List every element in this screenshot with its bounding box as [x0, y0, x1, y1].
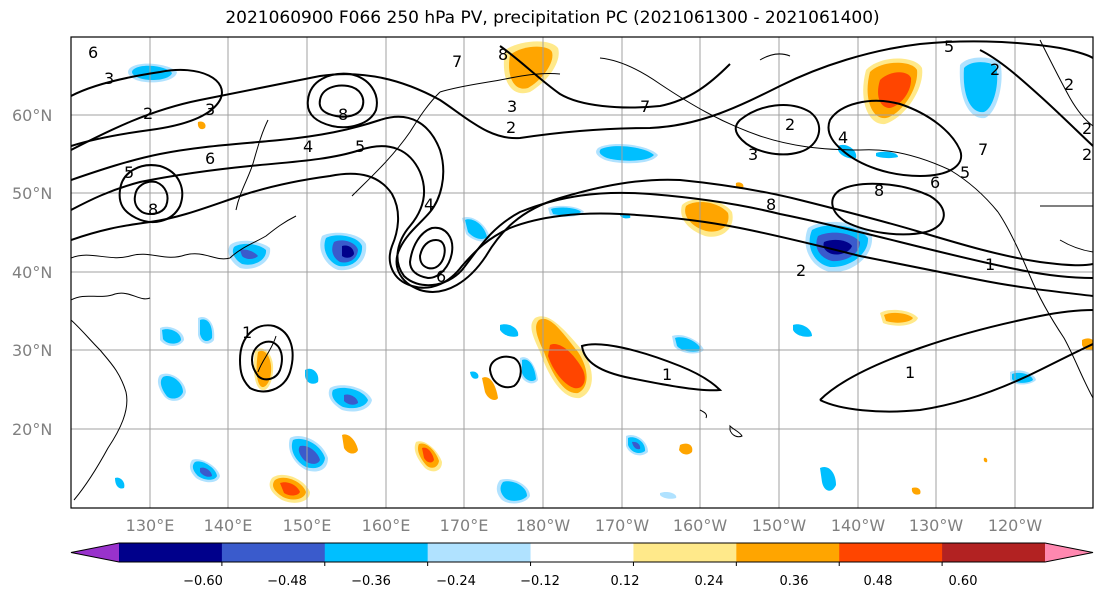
colorbar-segment: [119, 543, 223, 562]
colorbar-segment: [221, 543, 326, 562]
svg-text:4: 4: [838, 128, 848, 147]
svg-text:30°N: 30°N: [12, 341, 52, 360]
svg-text:7: 7: [640, 97, 650, 116]
svg-text:50°N: 50°N: [12, 184, 52, 203]
svg-text:0.24: 0.24: [695, 574, 724, 589]
svg-text:1: 1: [985, 255, 995, 274]
svg-text:3: 3: [748, 145, 758, 164]
svg-text:2: 2: [1064, 75, 1074, 94]
svg-text:8: 8: [874, 181, 884, 200]
svg-text:3: 3: [507, 97, 517, 116]
map-title: 2021060900 F066 250 hPa PV, precipitatio…: [225, 8, 880, 28]
coastlines: [71, 39, 1093, 501]
svg-text:140°W: 140°W: [831, 516, 886, 535]
svg-text:7: 7: [978, 140, 988, 159]
svg-text:8: 8: [498, 45, 508, 64]
pv-contour-labels: 6 3 2 3 8 7 3 2 5 8 2 4 5 5 6 8 6 2 1 2 …: [88, 37, 1092, 384]
svg-text:160°E: 160°E: [362, 516, 411, 535]
svg-text:170°W: 170°W: [595, 516, 650, 535]
colorbar-outline: [70, 542, 1094, 563]
svg-text:4: 4: [303, 137, 313, 156]
colorbar-segment: [427, 543, 532, 562]
latitude-labels: 60°N 50°N 40°N 30°N 20°N: [12, 106, 52, 439]
svg-text:60°N: 60°N: [12, 106, 52, 125]
longitude-labels: 130°E 140°E 150°E 160°E 170°E 180°W 170°…: [126, 516, 1043, 535]
svg-text:2: 2: [506, 118, 516, 137]
svg-text:20°N: 20°N: [12, 420, 52, 439]
svg-text:1: 1: [662, 365, 672, 384]
svg-text:2: 2: [1082, 119, 1092, 138]
svg-text:4: 4: [424, 195, 434, 214]
colorbar: [70, 542, 1094, 566]
svg-text:1: 1: [905, 363, 915, 382]
svg-text:2: 2: [1082, 145, 1092, 164]
svg-text:0.36: 0.36: [780, 574, 809, 589]
svg-text:170°E: 170°E: [440, 516, 489, 535]
svg-text:5: 5: [944, 37, 954, 56]
svg-text:5: 5: [960, 163, 970, 182]
colorbar-segment: [736, 543, 840, 562]
svg-text:180°W: 180°W: [516, 516, 571, 535]
svg-text:2: 2: [796, 261, 806, 280]
svg-text:8: 8: [766, 195, 776, 214]
svg-text:5: 5: [355, 137, 365, 156]
pv-contours: [71, 40, 1093, 413]
svg-text:6: 6: [930, 173, 940, 192]
svg-text:−0.12: −0.12: [520, 574, 560, 589]
svg-text:1: 1: [242, 323, 252, 342]
svg-text:5: 5: [124, 163, 134, 182]
svg-text:40°N: 40°N: [12, 263, 52, 282]
svg-text:150°E: 150°E: [283, 516, 332, 535]
svg-text:130°E: 130°E: [126, 516, 175, 535]
svg-text:−0.60: −0.60: [183, 574, 223, 589]
colorbar-extend-max: [1045, 543, 1093, 562]
svg-text:2: 2: [143, 104, 153, 123]
svg-text:6: 6: [88, 43, 98, 62]
svg-text:140°E: 140°E: [204, 516, 253, 535]
colorbar-segment: [942, 543, 1046, 562]
svg-text:−0.48: −0.48: [267, 574, 307, 589]
colorbar-segment: [633, 543, 737, 562]
svg-text:−0.36: −0.36: [351, 574, 391, 589]
svg-text:3: 3: [104, 69, 114, 88]
svg-text:0.60: 0.60: [949, 574, 978, 589]
colorbar-segment: [530, 543, 634, 562]
svg-text:150°W: 150°W: [752, 516, 807, 535]
colorbar-segment: [839, 543, 943, 562]
svg-text:6: 6: [436, 267, 446, 286]
svg-text:3: 3: [205, 100, 215, 119]
svg-text:2: 2: [785, 115, 795, 134]
svg-text:2: 2: [990, 60, 1000, 79]
map-frame: [70, 36, 1094, 509]
svg-text:6: 6: [205, 149, 215, 168]
svg-text:8: 8: [148, 200, 158, 219]
svg-text:0.12: 0.12: [611, 574, 640, 589]
svg-text:160°W: 160°W: [673, 516, 728, 535]
svg-text:130°W: 130°W: [909, 516, 964, 535]
svg-text:0.48: 0.48: [864, 574, 893, 589]
colorbar-segment: [324, 543, 429, 562]
colorbar-tick-labels: −0.60 −0.48 −0.36 −0.24 −0.12 0.12 0.24 …: [183, 574, 977, 589]
svg-text:120°W: 120°W: [988, 516, 1043, 535]
svg-text:7: 7: [452, 52, 462, 71]
colorbar-extend-min: [71, 543, 119, 562]
svg-text:8: 8: [338, 105, 348, 124]
svg-text:−0.24: −0.24: [436, 574, 476, 589]
